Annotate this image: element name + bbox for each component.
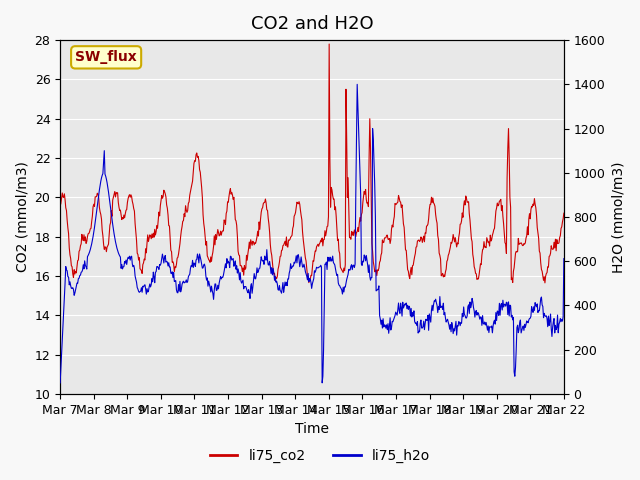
X-axis label: Time: Time	[295, 422, 329, 436]
Y-axis label: CO2 (mmol/m3): CO2 (mmol/m3)	[15, 162, 29, 273]
Text: SW_flux: SW_flux	[76, 50, 137, 64]
Title: CO2 and H2O: CO2 and H2O	[251, 15, 373, 33]
Legend: li75_co2, li75_h2o: li75_co2, li75_h2o	[204, 443, 436, 468]
Y-axis label: H2O (mmol/m3): H2O (mmol/m3)	[611, 161, 625, 273]
